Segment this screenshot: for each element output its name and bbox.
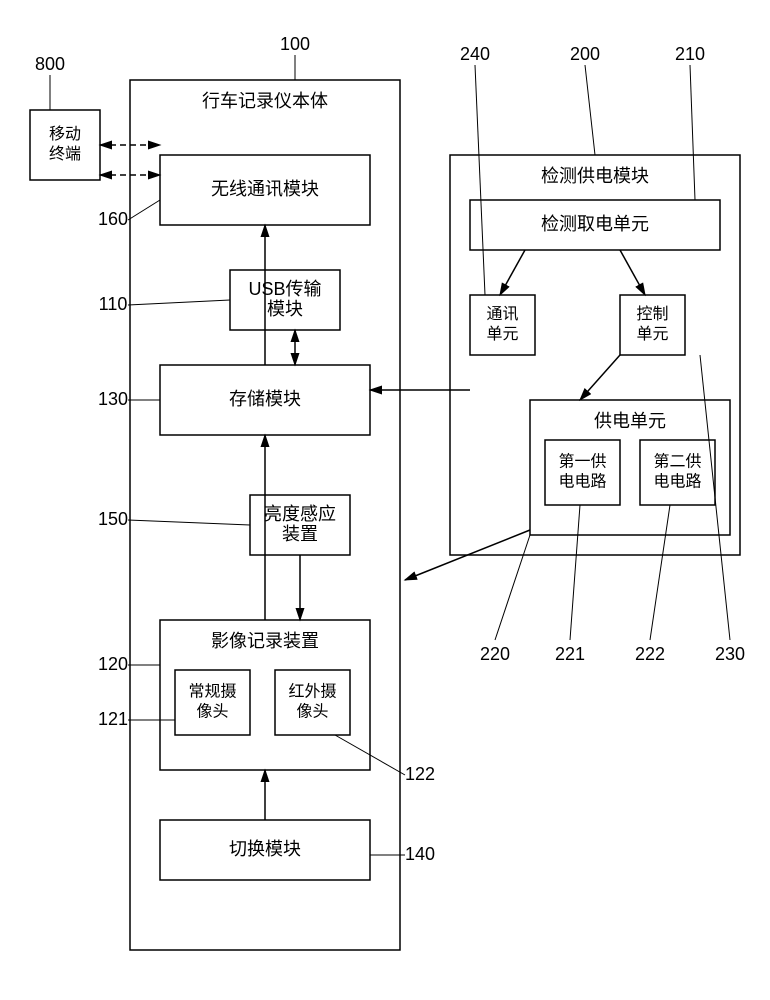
switch_mod-label: 切换模块	[229, 839, 301, 859]
ref-200: 200	[570, 44, 600, 155]
mobile_terminal-box: 移动终端	[30, 110, 100, 180]
usb-label: USB传输	[248, 279, 321, 299]
usb-label: 模块	[267, 299, 303, 319]
pwr2-label: 电电路	[653, 473, 701, 491]
ref-label-200: 200	[570, 44, 600, 64]
normal_cam-label: 常规摄	[188, 683, 236, 701]
brightness-label: 亮度感应	[264, 504, 336, 524]
ref-221: 221	[555, 505, 585, 664]
ref-label-220: 220	[480, 644, 510, 664]
ref-label-222: 222	[635, 644, 665, 664]
ref-160: 160	[98, 200, 160, 229]
ref-label-100: 100	[280, 34, 310, 54]
ref-label-221: 221	[555, 644, 585, 664]
comm_unit-box: 通讯单元	[470, 295, 535, 355]
ref-label-800: 800	[35, 54, 65, 74]
ref-label-122: 122	[405, 764, 435, 784]
ref-100: 100	[280, 34, 310, 80]
ref-130: 130	[98, 389, 160, 409]
comm_unit-label: 单元	[486, 325, 518, 343]
ref-230: 230	[700, 355, 745, 664]
switch_mod-box: 切换模块	[160, 820, 370, 880]
normal_cam-label: 像头	[196, 703, 228, 721]
ctrl_unit-label: 控制	[636, 305, 668, 323]
ctrl_unit-box: 控制单元	[620, 295, 685, 355]
ref-150: 150	[98, 509, 250, 529]
diagram-canvas: 移动终端 行车记录仪本体无线通讯模块 USB传输模块存储模块亮度感应装置影像记录装置…	[0, 0, 770, 1000]
comm_unit-label: 通讯	[486, 305, 518, 323]
mobile_terminal-label: 终端	[49, 145, 81, 163]
brightness-label: 装置	[282, 524, 318, 544]
mobile_terminal-label: 移动	[49, 125, 81, 143]
ref-800: 800	[35, 54, 65, 110]
wireless-box: 无线通讯模块	[160, 155, 370, 225]
normal_cam-box: 常规摄像头	[175, 670, 250, 735]
ir_cam-label: 像头	[296, 703, 328, 721]
ir_cam-box: 红外摄像头	[275, 670, 350, 735]
ref-label-130: 130	[98, 389, 128, 409]
ref-240: 240	[460, 44, 490, 295]
ref-210: 210	[675, 44, 705, 200]
ref-110: 110	[99, 294, 230, 314]
video_device-title: 影像记录装置	[211, 631, 319, 651]
detect_module-title: 检测供电模块	[541, 166, 649, 186]
detect_unit-box: 检测取电单元	[470, 200, 720, 250]
power_unit-title: 供电单元	[594, 411, 666, 431]
pwr1-box: 第一供电电路	[545, 440, 620, 505]
storage-box: 存储模块	[160, 365, 370, 435]
ref-label-120: 120	[98, 654, 128, 674]
ref-label-121: 121	[98, 709, 128, 729]
main_body-title: 行车记录仪本体	[202, 91, 328, 111]
pwr1-label: 第一供	[558, 453, 606, 471]
ref-label-210: 210	[675, 44, 705, 64]
ref-label-160: 160	[98, 209, 128, 229]
ref-122: 122	[335, 735, 435, 784]
ref-label-230: 230	[715, 644, 745, 664]
arrow-9	[620, 250, 645, 295]
ctrl_unit-label: 单元	[636, 325, 668, 343]
ref-label-110: 110	[99, 294, 128, 314]
usb-box: USB传输模块	[230, 270, 340, 330]
pwr2-label: 第二供	[653, 453, 701, 471]
wireless-label: 无线通讯模块	[211, 179, 319, 199]
arrow-10	[580, 355, 620, 400]
ref-label-240: 240	[460, 44, 490, 64]
detect_unit-label: 检测取电单元	[541, 214, 649, 234]
storage-label: 存储模块	[229, 389, 301, 409]
ref-222: 222	[635, 505, 670, 664]
ref-121: 121	[98, 709, 175, 729]
ref-120: 120	[98, 654, 160, 674]
ref-label-140: 140	[405, 844, 435, 864]
pwr1-label: 电电路	[558, 473, 606, 491]
ref-140: 140	[370, 844, 435, 864]
arrow-8	[500, 250, 525, 295]
ir_cam-label: 红外摄	[288, 683, 336, 701]
ref-label-150: 150	[98, 509, 128, 529]
pwr2-box: 第二供电电路	[640, 440, 715, 505]
